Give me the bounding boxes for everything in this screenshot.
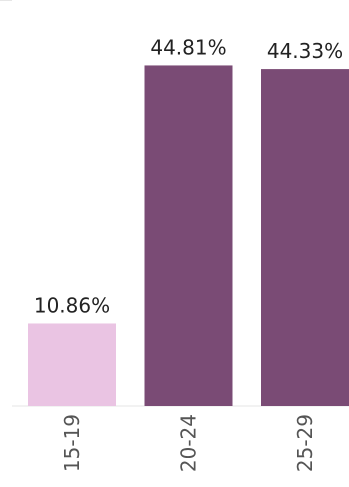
bar-15-19 <box>28 323 116 406</box>
x-tick-label-25-29: 25-29 <box>293 414 317 472</box>
data-label-15-19: 10.86% <box>34 293 110 317</box>
data-label-20-24: 44.81% <box>150 35 226 59</box>
x-tick-label-15-19: 15-19 <box>60 414 84 472</box>
bar-25-29 <box>261 69 349 406</box>
x-tick-label-20-24: 20-24 <box>177 414 201 472</box>
data-labels: 10.86% 44.81% 44.33% <box>34 35 343 317</box>
x-tick-labels: 15-19 20-24 25-29 <box>60 414 317 472</box>
bars <box>28 65 349 406</box>
bar-20-24 <box>144 65 233 406</box>
data-label-25-29: 44.33% <box>267 39 343 63</box>
